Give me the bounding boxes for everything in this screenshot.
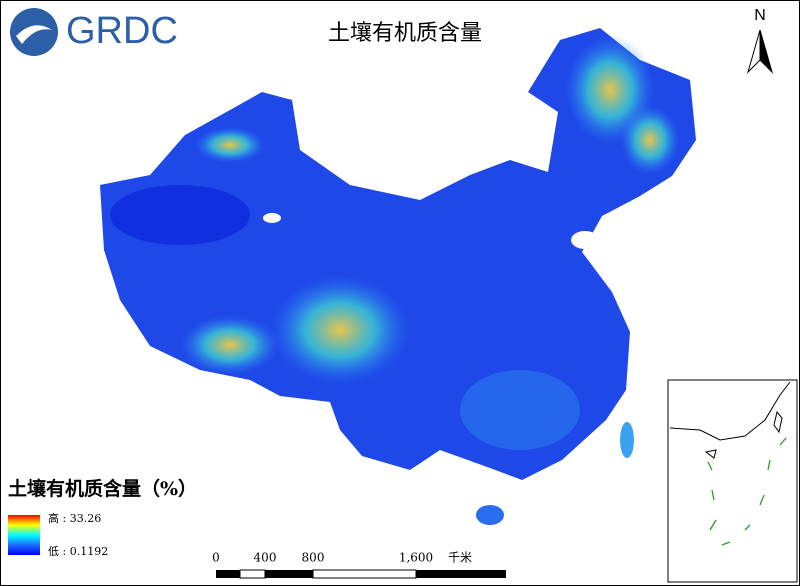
nine-dash-line (707, 437, 787, 546)
north-arrow-right (759, 29, 774, 74)
high-soc-area (195, 127, 265, 163)
scale-tick-label: 0 (212, 551, 220, 565)
legend-title: 土壤有机质含量（%） (8, 477, 197, 500)
legend-color-bar (8, 515, 40, 555)
scale-tick-label: 1,600 (399, 551, 433, 565)
logo-text: GRDC (66, 10, 178, 52)
high-soc-area (180, 315, 280, 375)
lake (263, 213, 281, 223)
north-arrow: N (746, 7, 774, 74)
scale-segment (312, 569, 417, 579)
scale-segment (265, 570, 313, 578)
scale-tick-label: 800 (302, 551, 325, 565)
china-map (100, 28, 696, 525)
legend: 土壤有机质含量（%） 高 : 33.26 低 : 0.1192 (8, 477, 197, 558)
logo: GRDC (10, 8, 178, 56)
south-area (460, 370, 580, 450)
scale-tick-label: 400 (254, 551, 277, 565)
map-title: 土壤有机质含量 (328, 21, 482, 46)
legend-low: 低 : 0.1192 (48, 545, 108, 558)
scale-segment (416, 570, 506, 578)
inset-map (667, 379, 798, 583)
scale-bar: 0 400 800 1,600 千米 (212, 551, 506, 579)
inset-frame (667, 379, 798, 583)
scale-unit: 千米 (448, 551, 472, 565)
logo-icon-wave (16, 25, 52, 44)
sea (571, 231, 599, 249)
scale-segment (239, 569, 266, 579)
basin (110, 185, 250, 245)
high-soc-area (270, 275, 410, 385)
inset-island (704, 449, 717, 459)
inset-coastline (669, 381, 791, 441)
inset-island (773, 410, 783, 434)
high-soc-area (620, 105, 680, 175)
hainan (476, 505, 504, 525)
scale-segment (216, 570, 240, 578)
legend-high: 高 : 33.26 (48, 511, 101, 525)
taiwan (620, 422, 634, 458)
north-label: N (754, 7, 766, 24)
